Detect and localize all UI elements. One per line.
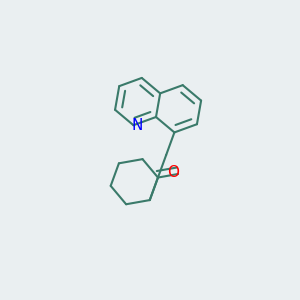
- Text: O: O: [168, 165, 180, 180]
- Text: N: N: [131, 118, 143, 133]
